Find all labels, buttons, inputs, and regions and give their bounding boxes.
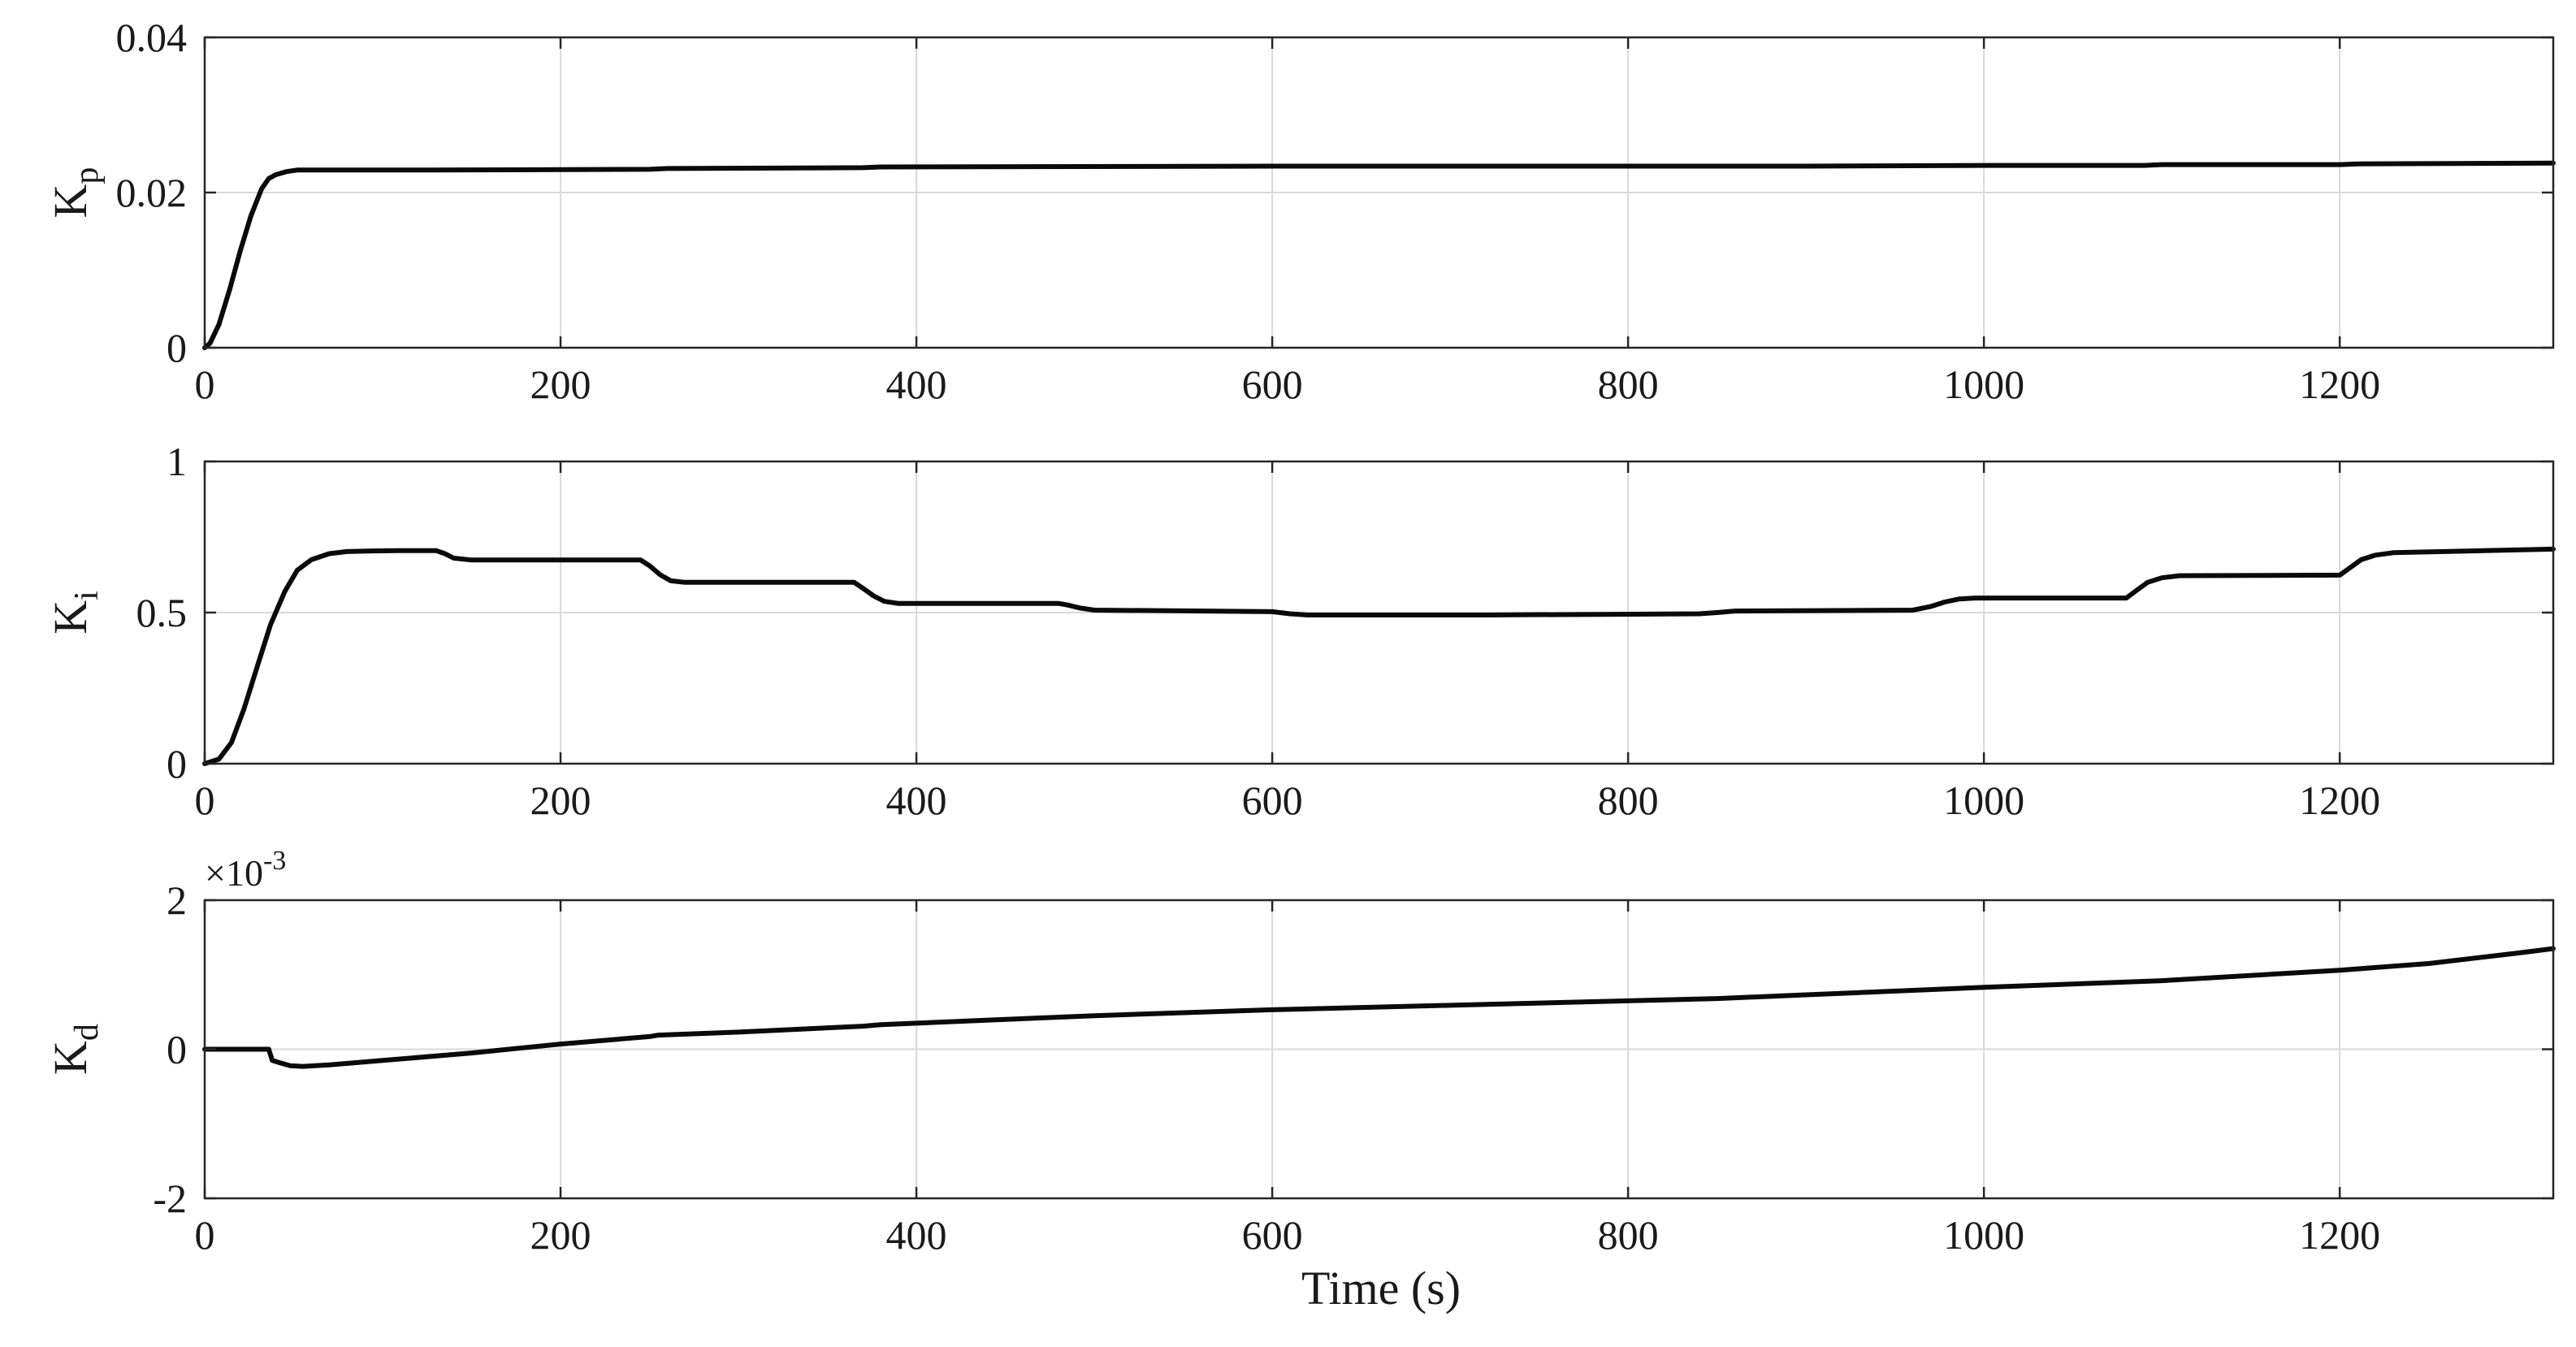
y-tick-label: 0	[167, 741, 187, 786]
series-line-kp	[202, 160, 2556, 350]
subplot-ki: 0 200 400 600 800 1000 1200 0 0.5 1 Ki	[44, 439, 2556, 823]
x-tick-label: 400	[886, 777, 947, 823]
x-tick-label: 800	[1598, 777, 1659, 823]
x-tick-label: 400	[886, 362, 947, 407]
x-tick-label: 800	[1598, 362, 1659, 407]
x-tick-label: 1000	[1943, 1212, 2024, 1258]
y-tick-label: 1	[167, 439, 187, 484]
y-tick-label: 0.02	[116, 170, 188, 215]
x-tick-label: 400	[886, 1212, 947, 1258]
x-tick-label: 600	[1242, 777, 1303, 823]
x-tick-label: 600	[1242, 362, 1303, 407]
y-tick-label: 0	[167, 325, 187, 370]
x-tick-label: 600	[1242, 1212, 1303, 1258]
x-tick-label: 1200	[2299, 362, 2380, 407]
x-tick-label: 200	[530, 777, 591, 823]
x-tick-label: 800	[1598, 1212, 1659, 1258]
y-tick-label: -2	[153, 1176, 187, 1221]
x-tick-label: 1000	[1943, 362, 2024, 407]
x-tick-label: 0	[195, 777, 215, 823]
x-tick-label: 1200	[2299, 1212, 2380, 1258]
y-axis-label: Kp	[44, 167, 106, 219]
x-tick-label: 200	[530, 362, 591, 407]
x-tick-label: 0	[195, 1212, 215, 1258]
y-tick-label: 2	[167, 877, 187, 923]
y-axis-label: Ki	[44, 591, 106, 635]
y-tick-label: 0	[167, 1027, 187, 1072]
x-tick-label: 1000	[1943, 777, 2024, 823]
series-line-kd	[202, 946, 2556, 1069]
y-tick-label: 0.5	[136, 590, 188, 635]
y-exponent-label: ×10-3	[205, 846, 286, 894]
x-tick-label: 1200	[2299, 777, 2380, 823]
x-tick-label: 200	[530, 1212, 591, 1258]
y-axis-label: Kd	[44, 1024, 106, 1075]
series-line-ki	[202, 546, 2556, 766]
x-tick-label: 0	[195, 362, 215, 407]
y-tick-label: 0.04	[116, 15, 188, 60]
subplot-kp: 0 200 400 600 800 1000 1200 0 0.02 0.04 Kp	[44, 15, 2556, 407]
x-axis-label: Time (s)	[1301, 1262, 1461, 1315]
